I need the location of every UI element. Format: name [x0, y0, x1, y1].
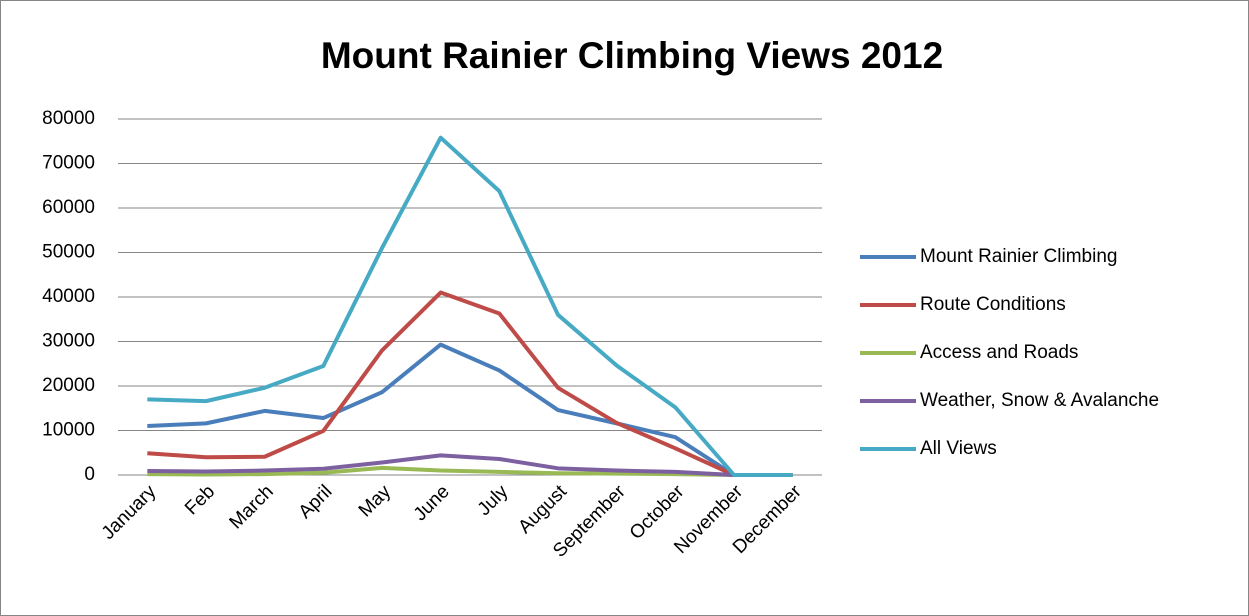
y-tick-label: 20000 — [42, 375, 95, 396]
series-line — [147, 290, 793, 477]
y-tick-label: 60000 — [42, 197, 95, 218]
series-line — [147, 342, 793, 477]
y-tick-label: 10000 — [42, 420, 95, 441]
legend-label: Mount Rainier Climbing — [920, 246, 1117, 267]
series-line — [147, 453, 793, 477]
y-tick-label: 80000 — [42, 108, 95, 129]
chart-title: Mount Rainier Climbing Views 2012 — [321, 35, 943, 76]
legend-label: All Views — [920, 438, 997, 459]
legend-label: Access and Roads — [920, 342, 1078, 363]
y-tick-label: 0 — [84, 464, 95, 485]
y-tick-label: 70000 — [42, 153, 95, 174]
y-tick-label: 50000 — [42, 242, 95, 263]
legend-label: Weather, Snow & Avalanche — [920, 390, 1159, 411]
y-tick-label: 30000 — [42, 331, 95, 352]
series-line — [147, 135, 793, 477]
legend-label: Route Conditions — [920, 294, 1066, 315]
y-tick-label: 40000 — [42, 286, 95, 307]
